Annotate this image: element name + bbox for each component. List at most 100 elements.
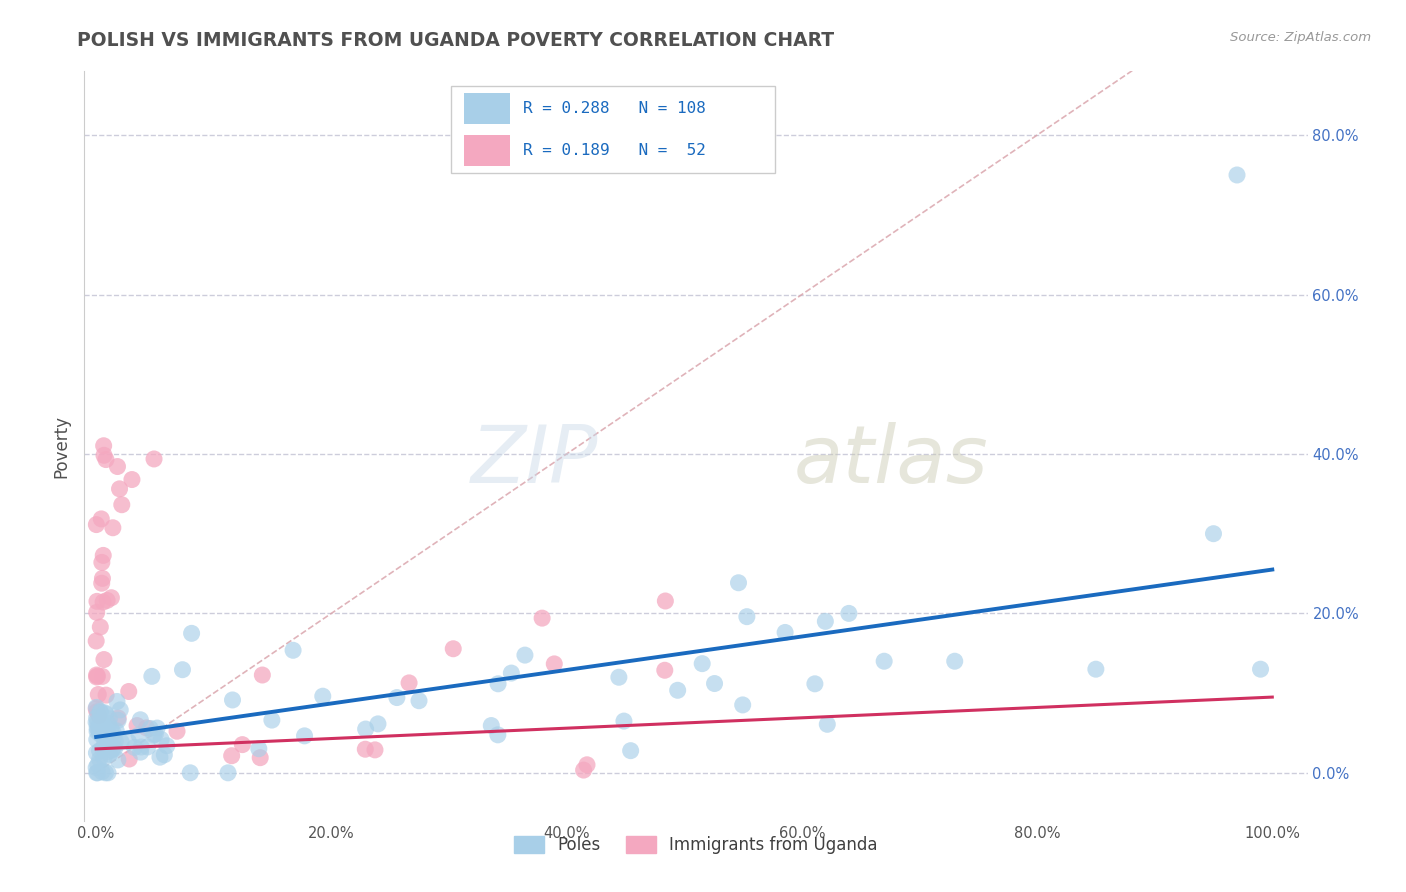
Point [91,595,114,609]
Point [90,576,112,591]
Point [1084,662,1107,676]
Point [89,744,111,758]
Point [111,498,134,512]
Point [86,765,108,780]
Point [231,738,253,752]
Point [814,615,837,629]
Point [89,704,111,718]
Point [91,741,114,756]
Point [94,721,117,735]
Point [221,748,243,763]
Point [86,705,108,719]
Point [1226,168,1249,182]
Point [94,707,117,722]
Point [97,728,120,742]
Point [128,728,150,742]
Point [97,765,120,780]
Point [773,625,796,640]
Point [129,745,152,759]
Point [247,741,270,756]
Point [513,648,536,662]
Point [294,729,316,743]
Point [690,657,713,671]
Point [118,684,141,698]
Text: POLISH VS IMMIGRANTS FROM UGANDA POVERTY CORRELATION CHART: POLISH VS IMMIGRANTS FROM UGANDA POVERTY… [77,31,834,50]
Point [142,728,165,742]
Point [129,739,152,754]
Point [86,668,108,682]
Point [354,742,377,756]
Point [96,593,118,607]
Point [260,713,283,727]
Point [105,694,128,708]
Point [97,732,120,747]
Point [249,750,271,764]
Point [1250,662,1272,676]
Point [281,643,304,657]
Point [91,549,114,563]
Point [86,670,108,684]
Text: Source: ZipAtlas.com: Source: ZipAtlas.com [1230,31,1371,45]
Point [575,757,598,772]
Text: atlas: atlas [794,422,988,500]
Point [89,620,111,634]
Point [110,735,132,749]
Point [838,607,860,621]
Point [86,700,108,714]
Point [86,594,108,608]
Point [179,765,201,780]
Point [531,611,554,625]
Point [86,746,108,760]
Point [703,676,725,690]
Point [89,706,111,720]
Point [312,689,335,703]
Point [104,734,127,748]
Point [104,741,127,756]
Point [108,482,131,496]
Point [91,669,114,683]
Point [94,452,117,467]
Point [143,727,166,741]
Point [107,753,129,767]
Point [135,721,157,735]
Point [107,711,129,725]
Point [620,744,643,758]
Point [86,606,108,620]
Point [103,739,125,754]
Point [364,743,387,757]
Point [479,718,502,732]
Point [86,517,108,532]
Point [666,683,689,698]
Point [180,626,202,640]
Point [93,652,115,666]
Point [90,764,112,779]
Point [815,717,838,731]
Point [90,714,112,729]
Point [84,715,107,730]
Point [105,723,128,738]
Point [94,706,117,720]
Point [124,740,146,755]
Point [221,693,243,707]
Point [90,555,112,569]
Point [572,763,595,777]
Point [89,752,111,766]
Point [117,735,139,749]
Point [607,670,630,684]
Point [1202,526,1225,541]
Point [143,452,166,467]
Text: ZIP: ZIP [471,422,598,500]
Point [98,737,121,751]
Point [125,718,148,732]
Point [398,676,420,690]
Point [84,761,107,775]
Point [217,765,239,780]
Point [93,439,115,453]
Point [93,448,115,462]
Point [86,669,108,683]
Point [136,739,159,754]
Point [486,677,509,691]
Point [156,739,179,753]
Point [87,722,110,736]
Point [98,712,121,726]
